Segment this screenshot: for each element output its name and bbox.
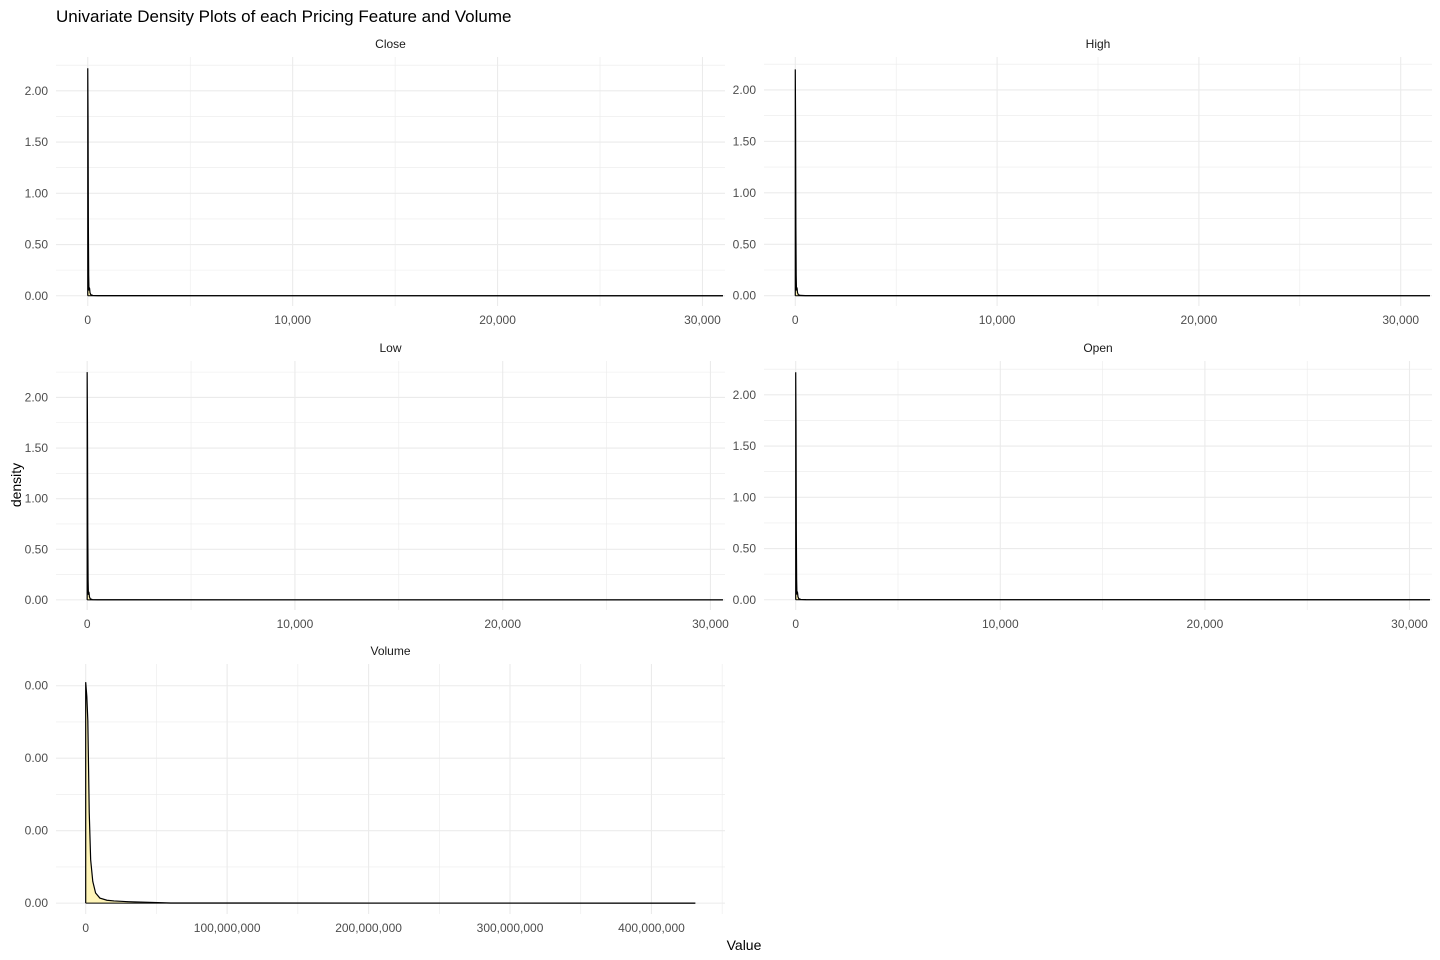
y-tick-label: 1.50 xyxy=(25,441,49,455)
x-tick-label: 20,000 xyxy=(484,617,521,631)
y-tick-label: 1.50 xyxy=(733,134,757,148)
facet-strip-label: Volume xyxy=(370,644,410,658)
y-axis-label: density xyxy=(8,463,24,507)
x-tick-label: 20,000 xyxy=(1187,617,1224,631)
facet-panel-open: Open 0 10,000 20,000 30,000 0.00 0.50 1.00 1.50 2… xyxy=(733,341,1432,631)
y-tick-label: 0.50 xyxy=(25,238,49,252)
y-tick-label: 0.00 xyxy=(25,824,49,838)
facet-panel-close: Close 0 10,000 20,000 30,000 0.00 0.50 1.00 1.50… xyxy=(25,37,725,327)
x-tick-label: 10,000 xyxy=(982,617,1019,631)
facet-panel-high: High 0 10,000 20,000 30,000 0.00 0.50 1.00 1.50 2… xyxy=(733,37,1432,327)
y-tick-label: 0.00 xyxy=(25,751,49,765)
y-tick-label: 0.00 xyxy=(25,289,49,303)
y-tick-label: 0.00 xyxy=(25,593,49,607)
y-tick-label: 2.00 xyxy=(733,83,757,97)
x-tick-label: 400,000,000 xyxy=(618,921,685,935)
x-tick-label: 0 xyxy=(84,313,91,327)
y-tick-label: 2.00 xyxy=(25,390,49,404)
facet-panel-volume: Volume 0 100,000,000 200,000,000 300,000,000… xyxy=(25,644,725,935)
y-tick-label: 0.50 xyxy=(733,237,757,251)
density-area xyxy=(87,372,723,600)
y-tick-label: 1.00 xyxy=(733,186,757,200)
density-line xyxy=(86,372,723,601)
facet-strip-label: Close xyxy=(375,37,406,51)
density-area xyxy=(795,372,1430,600)
y-tick-label: 0.50 xyxy=(25,542,49,556)
y-tick-label: 1.50 xyxy=(733,439,757,453)
density-line xyxy=(795,372,1430,601)
x-tick-label: 0 xyxy=(84,617,91,631)
chart-title: Univariate Density Plots of each Pricing… xyxy=(56,7,511,26)
x-tick-label: 0 xyxy=(792,313,799,327)
density-area xyxy=(795,69,1430,296)
x-tick-label: 30,000 xyxy=(692,617,729,631)
y-tick-label: 1.00 xyxy=(733,490,757,504)
x-tick-label: 10,000 xyxy=(979,313,1016,327)
y-tick-label: 2.00 xyxy=(733,388,757,402)
facet-panel-low: Low 0 10,000 20,000 30,000 0.00 0.50 1.00 1.50 2.… xyxy=(25,341,729,631)
density-line xyxy=(85,682,696,904)
facet-strip-label: Low xyxy=(379,341,401,355)
x-tick-label: 30,000 xyxy=(684,313,721,327)
x-tick-label: 300,000,000 xyxy=(477,921,544,935)
x-tick-label: 0 xyxy=(82,921,89,935)
y-tick-label: 0.00 xyxy=(25,679,49,693)
x-tick-label: 10,000 xyxy=(274,313,311,327)
y-tick-label: 0.50 xyxy=(733,542,757,556)
y-tick-label: 1.50 xyxy=(25,135,49,149)
facet-strip-label: Open xyxy=(1083,341,1112,355)
y-tick-label: 1.00 xyxy=(25,186,49,200)
y-tick-label: 0.00 xyxy=(733,289,757,303)
density-line xyxy=(87,68,723,297)
facet-strip-label: High xyxy=(1086,37,1111,51)
density-area xyxy=(85,682,696,904)
facet-panels: Close 0 10,000 20,000 30,000 0.00 0.50 1.00 1.50… xyxy=(25,37,1432,935)
x-tick-label: 0 xyxy=(792,617,799,631)
density-area xyxy=(87,68,723,296)
x-tick-label: 200,000,000 xyxy=(335,921,402,935)
x-tick-label: 30,000 xyxy=(1382,313,1419,327)
x-tick-label: 20,000 xyxy=(1181,313,1218,327)
x-tick-label: 30,000 xyxy=(1391,617,1428,631)
density-line xyxy=(794,69,1430,297)
x-tick-label: 20,000 xyxy=(479,313,516,327)
y-tick-label: 0.00 xyxy=(25,896,49,910)
y-tick-label: 1.00 xyxy=(25,492,49,506)
x-tick-label: 100,000,000 xyxy=(194,921,261,935)
y-tick-label: 0.00 xyxy=(733,593,757,607)
x-tick-label: 10,000 xyxy=(277,617,314,631)
x-axis-label: Value xyxy=(727,937,762,953)
y-tick-label: 2.00 xyxy=(25,84,49,98)
